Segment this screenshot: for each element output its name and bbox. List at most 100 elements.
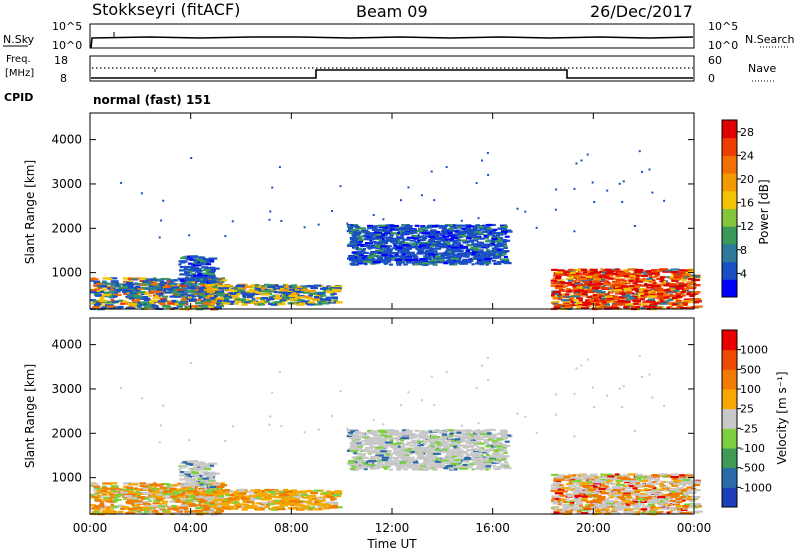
velocity-cell xyxy=(447,456,452,459)
velocity-cell xyxy=(120,507,126,510)
velocity-cell xyxy=(389,439,394,442)
power-cell xyxy=(283,289,289,292)
power-cell xyxy=(615,278,625,281)
power-cell xyxy=(466,237,471,240)
velocity-cell xyxy=(455,442,460,445)
power-cell xyxy=(560,306,568,309)
velocity-cell xyxy=(409,444,416,447)
velocity-cell xyxy=(400,449,405,452)
velocity-cell xyxy=(203,510,210,513)
power-cell xyxy=(596,300,604,303)
velocity-cell xyxy=(191,492,200,495)
velocity-cell xyxy=(215,503,224,506)
velocity-cell xyxy=(263,493,271,496)
power-cell xyxy=(381,227,387,230)
power-cell xyxy=(192,264,201,267)
velocity-cell xyxy=(405,462,411,465)
power-cell xyxy=(229,289,235,292)
power-cell xyxy=(196,290,203,293)
power-cell xyxy=(433,233,442,236)
power-cell xyxy=(473,236,480,239)
colorbar-swatch xyxy=(722,261,737,280)
power-cell xyxy=(422,263,429,266)
power-cell xyxy=(448,229,454,232)
power-cell xyxy=(691,291,701,294)
power-cell xyxy=(651,284,660,288)
power-cell xyxy=(486,248,490,251)
velocity-cell xyxy=(432,436,441,439)
power-cell xyxy=(215,282,223,285)
power-cell xyxy=(355,227,364,230)
power-cell xyxy=(467,225,474,228)
velocity-cell xyxy=(466,442,471,445)
power-cell xyxy=(117,305,124,308)
power-cell xyxy=(305,285,310,288)
velocity-cell xyxy=(205,464,214,467)
power-cell xyxy=(479,237,485,240)
velocity-cell xyxy=(176,494,185,497)
power-cell xyxy=(500,242,504,245)
power-cell xyxy=(374,244,382,247)
velocity-cell xyxy=(430,448,436,451)
power-cell xyxy=(171,290,178,293)
velocity-cell xyxy=(229,501,234,504)
power-cell xyxy=(559,285,568,288)
velocity-cell xyxy=(279,504,287,507)
velocity-cell xyxy=(269,501,273,504)
velocity-cell xyxy=(451,451,459,454)
power-cell xyxy=(355,226,360,229)
power-cell xyxy=(449,255,455,258)
power-cell xyxy=(681,279,687,282)
power-cell xyxy=(395,246,403,249)
power-cell xyxy=(561,293,565,296)
power-cell xyxy=(479,263,485,266)
power-cell xyxy=(201,272,210,275)
velocity-cell xyxy=(476,465,484,468)
power-cell xyxy=(413,259,423,262)
power-cell xyxy=(261,285,265,288)
power-cell xyxy=(290,298,298,301)
power-cell xyxy=(277,303,286,306)
velocity-cell xyxy=(200,479,209,482)
velocity-cell xyxy=(205,501,211,504)
power-cell xyxy=(598,282,604,285)
power-cell xyxy=(372,214,375,216)
power-cell xyxy=(246,296,253,299)
power-cell xyxy=(498,252,502,255)
power-cell xyxy=(321,302,330,305)
velocity-cell xyxy=(227,497,237,500)
power-cell xyxy=(139,277,147,280)
velocity-cell xyxy=(235,505,244,508)
velocity-cell xyxy=(500,430,508,433)
power-cell xyxy=(255,288,262,291)
power-cell xyxy=(619,292,625,295)
velocity-cell xyxy=(184,510,189,513)
power-cell xyxy=(392,240,399,243)
power-cell xyxy=(646,277,654,280)
velocity-cell xyxy=(135,490,141,494)
power-cell xyxy=(372,252,377,256)
power-cell xyxy=(158,292,164,295)
power-cell xyxy=(587,296,592,299)
power-cell xyxy=(495,253,501,256)
power-cell xyxy=(373,232,382,235)
power-cell xyxy=(166,300,172,303)
power-cell xyxy=(113,293,122,296)
velocity-cell xyxy=(249,499,255,502)
power-cell xyxy=(364,258,373,261)
power-colorbar-swatches xyxy=(722,120,737,298)
power-cell xyxy=(188,296,192,299)
velocity-cell xyxy=(442,443,447,446)
velocity-cell xyxy=(142,500,148,504)
velocity-cell xyxy=(395,460,404,463)
power-cell xyxy=(93,282,98,285)
power-cell xyxy=(140,301,150,304)
power-cell xyxy=(272,302,281,305)
power-cell xyxy=(679,307,687,310)
power-cell xyxy=(647,298,655,301)
power-cell xyxy=(209,291,214,294)
velocity-cell xyxy=(283,497,293,500)
power-cell xyxy=(648,280,655,283)
power-cell xyxy=(198,270,203,273)
